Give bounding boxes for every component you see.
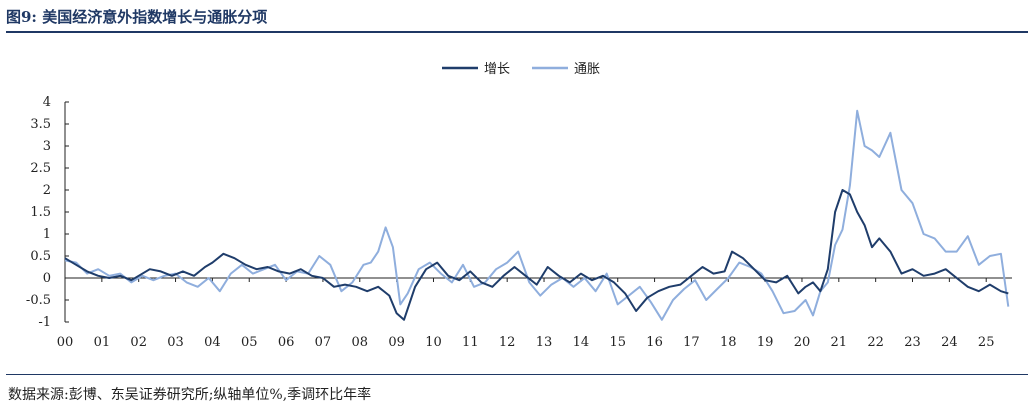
x-tick-label: 14 [573, 335, 590, 350]
x-tick-label: 13 [536, 335, 553, 350]
x-tick-label: 02 [130, 335, 147, 350]
legend[interactable]: 增长 通胀 [442, 62, 600, 77]
chart-area: -1 -0.5 0 0.5 1 1.5 2 2.5 3 3.5 4 00 01 02 03 04 05 06 07 0… [0, 40, 1032, 370]
x-tick-label: 12 [499, 335, 516, 350]
x-tick-label: 01 [94, 335, 111, 350]
series-line-inflation [64, 109, 1010, 321]
x-tick-label: 11 [462, 335, 479, 350]
x-tick-label: 22 [867, 335, 884, 350]
axes-group: -1 -0.5 0 0.5 1 1.5 2 2.5 3 3.5 4 00 01 02 03 04 05 06 07 0… [26, 95, 1012, 350]
y-tick-label: 2 [43, 183, 51, 198]
line-chart: -1 -0.5 0 0.5 1 1.5 2 2.5 3 3.5 4 00 01 02 03 04 05 06 07 0… [26, 62, 1012, 350]
series-line-growth [64, 189, 1009, 321]
x-tick-label: 17 [683, 335, 700, 350]
legend-label-growth: 增长 [484, 62, 510, 77]
x-tick-label: 06 [278, 335, 295, 350]
y-tick-label: 0 [43, 271, 51, 286]
source-note: 数据来源:彭博、东吴证券研究所;纵轴单位%,季调环比年率 [8, 387, 372, 403]
bottom-rule [6, 374, 1028, 375]
x-tick-label: 16 [646, 335, 663, 350]
y-tick-label: 3 [43, 139, 51, 154]
legend-label-inflation: 通胀 [574, 62, 600, 77]
x-tick-label: 08 [352, 335, 369, 350]
x-tick-label: 25 [978, 335, 995, 350]
x-tick-label: 20 [794, 335, 811, 350]
x-tick-label: 23 [904, 335, 921, 350]
x-tick-label: 21 [831, 335, 848, 350]
y-tick-label: 3.5 [30, 117, 51, 132]
x-tick-label: 03 [167, 335, 184, 350]
x-tick-label: 07 [315, 335, 332, 350]
y-tick-label: -1 [38, 315, 51, 330]
x-tick-label: 10 [425, 335, 442, 350]
series-group [64, 109, 1010, 321]
y-tick-label: -0.5 [26, 293, 51, 308]
y-tick-label: 1.5 [30, 205, 51, 220]
y-tick-label: 0.5 [30, 249, 51, 264]
y-tick-label: 2.5 [30, 161, 51, 176]
x-tick-label: 00 [57, 335, 74, 350]
x-tick-label: 15 [609, 335, 626, 350]
y-tick-label: 1 [43, 227, 51, 242]
x-tick-label: 18 [720, 335, 737, 350]
title-bar: 图9: 美国经济意外指数增长与通胀分项 [6, 4, 1026, 32]
x-tick-label: 24 [941, 335, 958, 350]
x-tick-label: 04 [204, 335, 221, 350]
y-tick-label: 4 [43, 95, 51, 110]
x-tick-label: 05 [241, 335, 258, 350]
top-rule [6, 31, 1028, 33]
x-tick-label: 09 [388, 335, 405, 350]
x-tick-label: 19 [757, 335, 774, 350]
figure-title: 图9: 美国经济意外指数增长与通胀分项 [6, 8, 268, 26]
